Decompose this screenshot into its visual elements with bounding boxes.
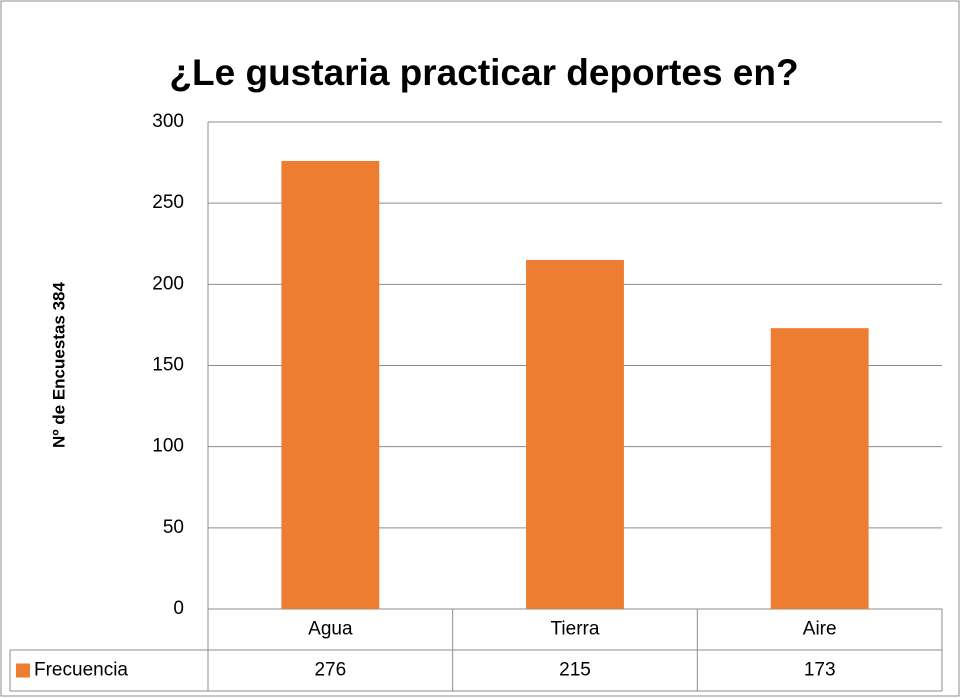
x-tick-label: Agua <box>308 619 353 640</box>
y-tick-label: 200 <box>152 273 184 294</box>
y-tick-label: 100 <box>152 436 184 457</box>
legend-key <box>16 663 30 678</box>
y-axis-label: Nº de Encuestas 384 <box>49 282 68 448</box>
y-tick-label: 300 <box>152 111 184 132</box>
bar <box>526 259 624 609</box>
y-tick-label: 250 <box>152 192 184 213</box>
x-tick-label: Aire <box>803 619 837 640</box>
table-value: 173 <box>804 660 836 681</box>
table-value: 276 <box>314 660 346 681</box>
x-tick-label: Tierra <box>551 619 600 640</box>
table-value: 215 <box>559 660 591 681</box>
bar <box>281 160 380 609</box>
bar <box>770 328 869 609</box>
y-tick-label: 150 <box>152 355 184 376</box>
y-tick-label: 50 <box>163 517 184 538</box>
chart-title: ¿Le gustaria practicar deportes en? <box>169 52 798 93</box>
legend-label: Frecuencia <box>34 660 128 681</box>
y-tick-label: 0 <box>173 598 184 619</box>
